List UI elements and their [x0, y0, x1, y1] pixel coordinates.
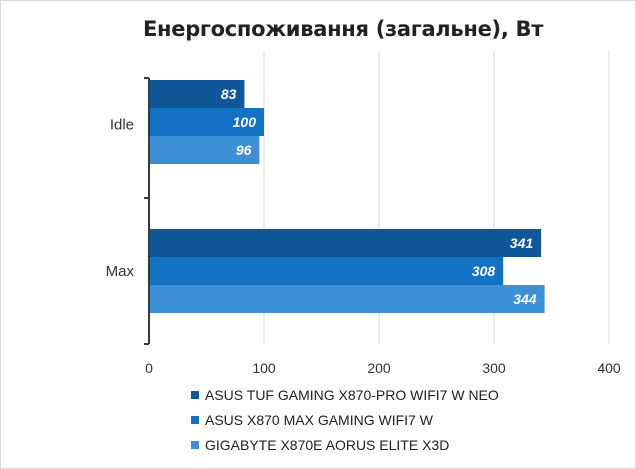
- data-label-max-series-1: 341: [510, 235, 534, 251]
- data-label-idle-series-1: 83: [221, 86, 237, 102]
- legend-marker-2: [191, 416, 199, 424]
- bar-idle-series-2: [150, 108, 264, 136]
- bar-max-series-1: [150, 229, 542, 257]
- data-label-max-series-3: 344: [513, 291, 537, 307]
- x-tick-label-300: 300: [482, 360, 506, 376]
- x-tick-label-200: 200: [367, 360, 391, 376]
- bar-max-series-2: [150, 257, 504, 285]
- legend-marker-1: [191, 391, 199, 399]
- category-label-max: Max: [106, 263, 135, 280]
- legend-marker-3: [191, 441, 199, 449]
- x-tick-label-100: 100: [252, 360, 276, 376]
- data-label-idle-series-3: 96: [236, 142, 252, 158]
- bar-idle-series-1: [150, 80, 245, 108]
- bar-max-series-3: [150, 285, 545, 313]
- chart-title: Енергоспоживання (загальне), Вт: [143, 17, 544, 41]
- x-tick-label-400: 400: [597, 360, 621, 376]
- legend-label-2: ASUS X870 MAX GAMING WIFI7 W: [205, 412, 434, 428]
- category-label-idle: Idle: [110, 117, 134, 134]
- data-label-idle-series-2: 100: [233, 114, 257, 130]
- data-label-max-series-2: 308: [472, 263, 496, 279]
- legend-label-1: ASUS TUF GAMING X870-PRO WIFI7 W NEO: [205, 387, 499, 403]
- bar-idle-series-3: [150, 136, 260, 164]
- x-tick-label-0: 0: [145, 360, 153, 376]
- legend-label-3: GIGABYTE X870E AORUS ELITE X3D: [205, 437, 449, 453]
